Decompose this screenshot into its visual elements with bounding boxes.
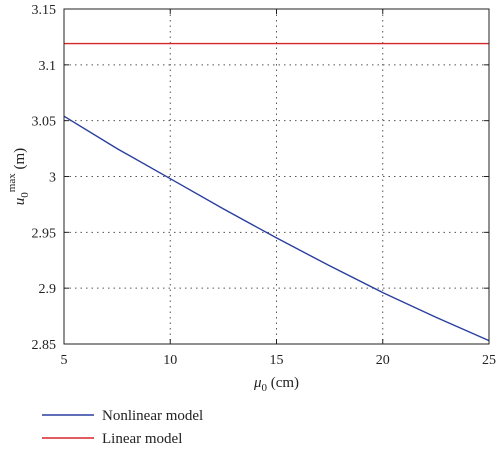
y-axis-symbol: u [12,198,28,206]
series-layer [63,42,490,342]
y-axis-subscript: 0 [19,192,31,198]
x-tick-label: 5 [61,353,68,368]
y-tick-label: 3.05 [32,115,57,130]
legend-label: Nonlinear model [102,408,203,424]
x-axis-subscript: 0 [261,382,267,394]
grid-lines [64,9,489,344]
y-tick-label: 3 [49,171,56,186]
tick-labels: 5 10 15 20 25 2.85 2.9 2.95 3 3.05 3.1 3.15 [32,3,497,368]
y-axis-superscript: max [6,173,18,192]
x-tick-label: 10 [163,353,177,368]
x-axis-symbol: μ [253,375,262,391]
y-tick-label: 3.1 [39,59,57,74]
y-tick-label: 2.95 [32,226,57,241]
series-line-nonlinear-model [63,115,490,342]
axis-ticks [63,8,490,345]
x-tick-label: 25 [482,353,496,368]
y-axis-label: u0max (m) [6,148,31,205]
y-axis-unit: (m) [12,148,28,173]
x-axis-unit: (cm) [267,375,299,391]
y-tick-label: 2.85 [32,338,57,353]
legend-label: Linear model [102,431,182,447]
x-axis-label: μ0 (cm) [253,375,299,394]
x-tick-label: 20 [376,353,390,368]
y-tick-label: 2.9 [39,282,57,297]
x-tick-label: 15 [270,353,284,368]
legend: Nonlinear model Linear model [42,408,203,447]
y-tick-label: 3.15 [32,3,57,18]
